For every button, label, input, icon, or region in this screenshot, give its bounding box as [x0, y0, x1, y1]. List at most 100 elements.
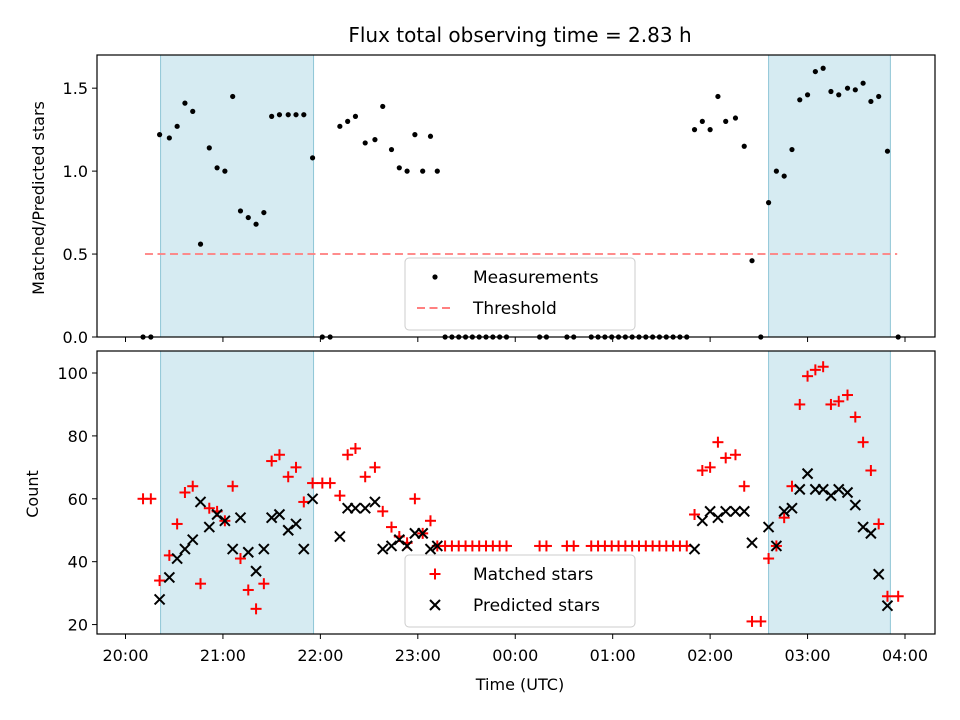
- legend-label: Threshold: [472, 299, 557, 319]
- measurement-point: [301, 112, 307, 118]
- predicted-star-point: [203, 521, 216, 533]
- predicted-star-point: [738, 505, 750, 518]
- predicted-star-stroke: [794, 483, 806, 496]
- x-tick-label: 03:00: [785, 646, 831, 665]
- matched-star-point: [386, 521, 398, 533]
- predicted-star-stroke: [290, 518, 302, 530]
- measurement-point: [773, 168, 779, 174]
- predicted-star-stroke: [841, 486, 854, 499]
- matched-star-point: [729, 449, 741, 461]
- predicted-star-point: [377, 543, 389, 555]
- predicted-star-stroke: [219, 515, 231, 527]
- predicted-star-stroke: [306, 493, 319, 505]
- matched-star-point: [817, 361, 829, 373]
- measurement-point: [723, 118, 729, 124]
- predicted-star-point: [194, 496, 207, 508]
- measurement-point: [309, 155, 316, 161]
- matched-star-point: [825, 398, 837, 410]
- measurement-point: [245, 214, 251, 221]
- predicted-star-stroke: [881, 599, 894, 612]
- measurement-point: [820, 65, 826, 71]
- x-tick-label: 21:00: [200, 646, 246, 665]
- matched-star-point: [763, 553, 775, 565]
- predicted-star-point: [179, 543, 191, 555]
- x-tick-label: 04:00: [882, 646, 928, 665]
- matched-star-point: [500, 540, 512, 552]
- predicted-star-point: [369, 496, 381, 508]
- matched-star-point: [369, 461, 381, 473]
- predicted-star-stroke: [833, 483, 845, 496]
- predicted-star-stroke: [179, 543, 191, 555]
- legend: Matched stars Predicted stars: [404, 554, 636, 628]
- y-tick-label: 20: [68, 616, 88, 635]
- measurement-point: [868, 98, 874, 105]
- measurement-point: [412, 132, 418, 138]
- measurement-point: [699, 118, 705, 124]
- measurement-point: [214, 165, 220, 171]
- matched-star-point: [720, 452, 732, 464]
- predicted-star-point: [872, 568, 885, 580]
- predicted-star-point: [801, 467, 814, 480]
- measurement-point: [166, 135, 172, 141]
- predicted-star-point: [219, 515, 231, 527]
- x-axis-label: Time (UTC): [475, 675, 564, 694]
- measurement-point: [362, 140, 368, 146]
- matched-star-point: [424, 515, 436, 527]
- predicted-star-stroke: [696, 515, 709, 527]
- matched-star-point: [179, 487, 191, 498]
- predicted-star-point: [290, 518, 302, 530]
- predicted-star-stroke: [770, 540, 783, 552]
- matched-star-point: [227, 480, 239, 492]
- ratio-panel: 0.0 0.5 1.0 1.5 Measurements Threshold: [63, 54, 936, 347]
- y-tick-label: 0.0: [63, 328, 88, 347]
- predicted-star-stroke: [349, 502, 362, 514]
- measurement-point: [404, 168, 410, 174]
- matched-star-point: [540, 540, 552, 552]
- predicted-star-stroke: [369, 496, 381, 508]
- predicted-star-point: [234, 511, 247, 524]
- x-tick-label: 20:00: [102, 646, 148, 665]
- matched-star-point: [359, 471, 371, 483]
- matched-star-point: [738, 480, 750, 492]
- matched-star-point: [849, 411, 861, 423]
- predicted-star-stroke: [153, 593, 166, 606]
- measurement-point: [804, 92, 811, 98]
- predicted-star-stroke: [258, 543, 270, 555]
- predicted-star-point: [696, 515, 709, 527]
- measurement-point: [715, 93, 721, 100]
- measurement-point: [884, 148, 891, 154]
- matched-star-point: [203, 502, 215, 514]
- measurement-point: [388, 146, 395, 153]
- measurement-point: [206, 145, 212, 151]
- measurement-point: [197, 241, 204, 247]
- predicted-star-point: [153, 593, 166, 606]
- matched-star-point: [145, 493, 157, 505]
- predicted-star-point: [825, 489, 837, 502]
- legend: Measurements Threshold: [404, 257, 636, 331]
- matched-star-point: [881, 590, 893, 602]
- predicted-star-point: [250, 565, 262, 577]
- predicted-star-stroke: [163, 571, 176, 584]
- axes-frame: [96, 54, 936, 338]
- matched-star-point: [833, 395, 845, 407]
- shaded-interval: [160, 54, 315, 338]
- matched-star-point: [755, 615, 767, 627]
- predicted-star-stroke: [424, 543, 437, 555]
- matched-star-point: [273, 449, 285, 461]
- measurement-point: [732, 115, 739, 121]
- legend-measurement-swatch: [432, 274, 438, 280]
- matched-star-point: [334, 490, 346, 502]
- predicted-star-stroke: [194, 496, 207, 508]
- measurement-point: [182, 100, 188, 106]
- matched-star-point: [802, 370, 814, 382]
- count-y-axis-label: Count: [23, 470, 42, 518]
- matched-star-point: [377, 505, 389, 517]
- measurement-point: [222, 168, 228, 174]
- measurement-point: [707, 127, 713, 133]
- predicted-star-stroke: [334, 530, 346, 543]
- measurement-point: [789, 146, 795, 153]
- legend-label: Predicted stars: [473, 596, 600, 616]
- predicted-star-stroke: [712, 511, 724, 524]
- predicted-star-point: [385, 540, 398, 552]
